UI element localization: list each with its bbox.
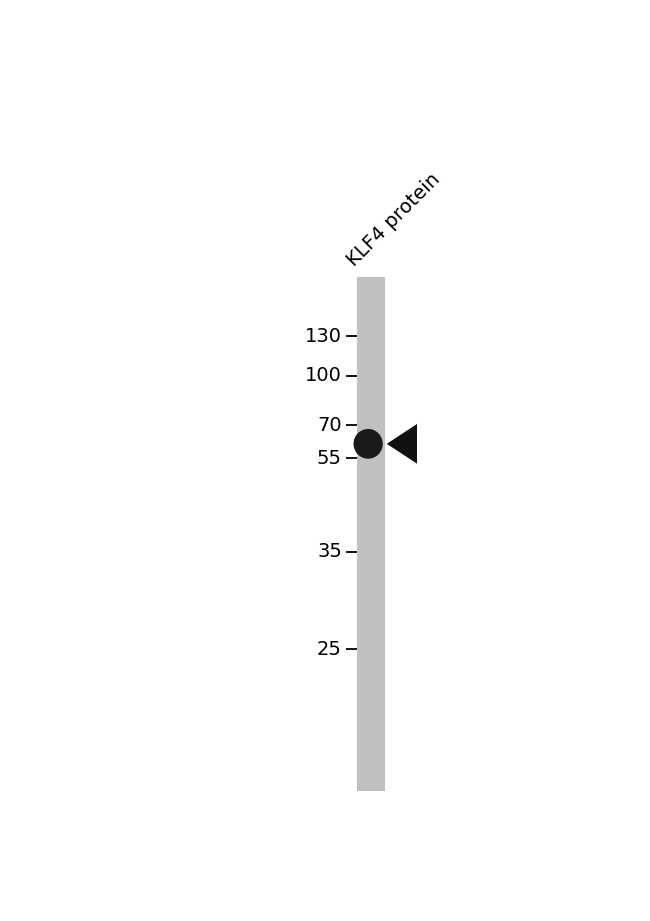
Polygon shape	[387, 424, 417, 463]
Text: 55: 55	[317, 449, 342, 468]
Text: 70: 70	[317, 416, 342, 435]
Text: 35: 35	[317, 542, 342, 561]
Text: 25: 25	[317, 640, 342, 659]
Text: 100: 100	[305, 367, 342, 385]
Bar	[357, 277, 385, 791]
Text: 130: 130	[305, 327, 342, 345]
Text: KLF4 protein: KLF4 protein	[344, 169, 444, 270]
Ellipse shape	[354, 429, 383, 459]
